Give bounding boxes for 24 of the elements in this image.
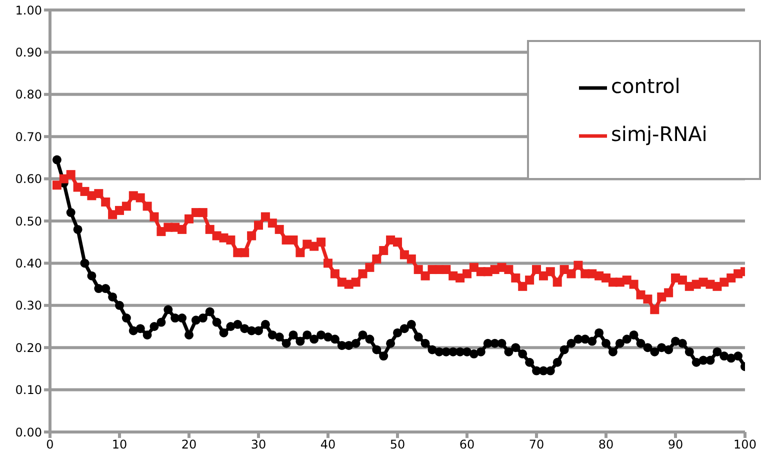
x-tick-label: 10 xyxy=(112,438,128,452)
y-tick-label: 0.40 xyxy=(15,256,42,270)
y-tick-label: 0.20 xyxy=(15,340,42,355)
y-tick-label: 0.80 xyxy=(15,88,42,102)
x-tick-label: 60 xyxy=(459,438,475,452)
x-tick-label: 0 xyxy=(46,438,54,452)
x-tick-label: 50 xyxy=(390,438,406,452)
x-tick-label: 40 xyxy=(320,438,336,452)
y-tick-label: 0.30 xyxy=(15,298,42,313)
y-tick-label: 0.00 xyxy=(15,425,42,440)
y-tick-label: 0.10 xyxy=(15,383,42,398)
x-tick-label: 100 xyxy=(734,438,756,452)
legend-label: simj-RNAi xyxy=(611,122,708,146)
x-tick-label: 80 xyxy=(598,438,614,452)
y-tick-label: 0.50 xyxy=(15,214,42,228)
y-tick-label: 0.90 xyxy=(15,45,42,60)
y-tick-label: 0.60 xyxy=(15,172,42,186)
y-tick-label: 0.70 xyxy=(15,130,42,144)
x-tick-label: 20 xyxy=(181,438,197,452)
x-tick-label: 90 xyxy=(668,438,684,452)
legend-label: control xyxy=(611,74,680,98)
x-tick-label: 70 xyxy=(528,438,544,452)
y-tick-label: 1.00 xyxy=(15,3,42,18)
x-tick-label: 30 xyxy=(250,438,266,452)
